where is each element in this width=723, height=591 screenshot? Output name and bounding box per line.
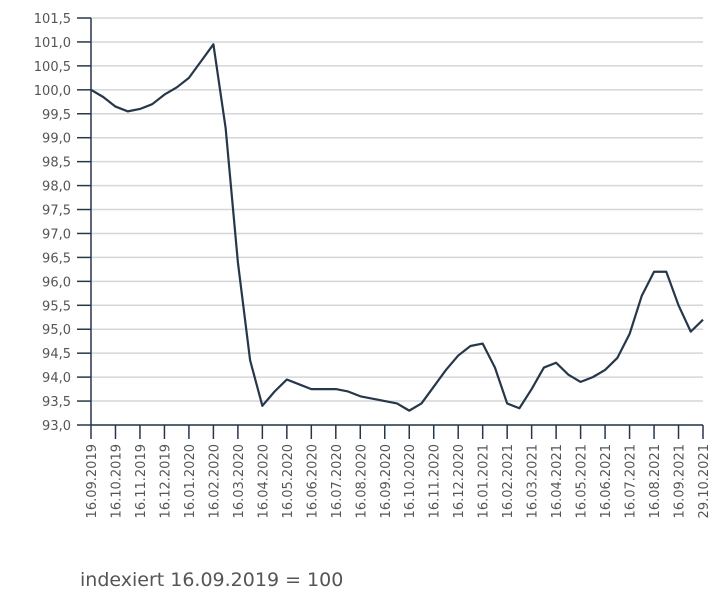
x-tick-label: 16.08.2021 <box>648 444 663 518</box>
x-tick-label: 16.07.2020 <box>330 444 345 518</box>
y-tick-label: 94,5 <box>42 347 71 362</box>
x-tick-label: 16.11.2020 <box>428 444 443 518</box>
y-tick-label: 101,5 <box>34 12 71 27</box>
x-tick-label: 16.11.2019 <box>134 444 149 518</box>
x-tick-label: 16.06.2020 <box>305 444 320 518</box>
x-tick-label: 16.05.2021 <box>575 444 590 518</box>
y-tick-label: 99,0 <box>42 132 71 147</box>
x-tick-label: 16.10.2019 <box>109 444 124 518</box>
line <box>90 43 704 412</box>
y-tick-label: 96,0 <box>42 275 71 290</box>
x-tick-label: 16.08.2020 <box>354 444 369 518</box>
x-tick-label: 29.10.2021 <box>697 444 712 518</box>
x-tick-label: 16.04.2020 <box>256 444 271 518</box>
note: indexiert 16.09.2019 = 100 <box>80 569 343 591</box>
x-tick-label: 16.03.2021 <box>526 444 541 518</box>
x-tick-label: 16.03.2020 <box>232 444 247 518</box>
x-tick-label: 16.12.2020 <box>452 444 467 518</box>
y-tick-label: 100,5 <box>34 60 71 75</box>
x-tick-label: 16.06.2021 <box>599 444 614 518</box>
y-tick-label: 94,0 <box>42 371 71 386</box>
x-tick-label: 16.02.2021 <box>501 444 516 518</box>
x-tick-label: 16.09.2021 <box>673 444 688 518</box>
x-tick-label: 16.02.2020 <box>207 444 222 518</box>
x-tick-label: 16.01.2021 <box>477 444 492 518</box>
y-tick-label: 95,0 <box>42 323 71 338</box>
y-tick-label: 98,0 <box>42 180 71 195</box>
x-tick-label: 16.10.2020 <box>403 444 418 518</box>
x-tick-label: 16.07.2021 <box>624 444 639 518</box>
y-tick-label: 99,5 <box>42 108 71 123</box>
y-tick-label: 97,5 <box>42 204 71 219</box>
y-tick-label: 93,5 <box>42 395 71 410</box>
y-tick-label: 93,0 <box>42 419 71 434</box>
x-tick-label: 16.05.2020 <box>281 444 296 518</box>
x-tick-label: 16.09.2020 <box>379 444 394 518</box>
y-tick-label: 95,5 <box>42 299 71 314</box>
x-tick-label: 16.01.2020 <box>183 444 198 518</box>
x-tick-label: 16.04.2021 <box>550 444 565 518</box>
y-tick-label: 100,0 <box>34 84 71 99</box>
y-tick-label: 96,5 <box>42 251 71 266</box>
y-tick-label: 101,0 <box>34 36 71 51</box>
x-tick-label: 16.12.2019 <box>158 444 173 518</box>
x-tick-label: 16.09.2019 <box>85 444 100 518</box>
y-tick-label: 98,5 <box>42 156 71 171</box>
y-tick-label: 97,0 <box>42 227 71 242</box>
